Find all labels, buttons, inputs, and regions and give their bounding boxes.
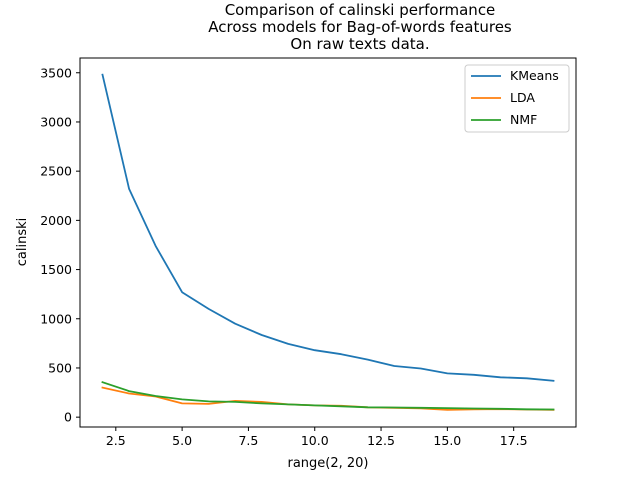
- x-tick-label: 17.5: [500, 433, 528, 448]
- plot-frame: [79, 57, 577, 428]
- title-line-1: Comparison of calinski performance: [225, 1, 496, 19]
- x-tick-label: 15.0: [433, 433, 461, 448]
- x-tick-label: 7.5: [238, 433, 258, 448]
- title-line-2: Across models for Bag-of-words features: [208, 18, 512, 36]
- y-tick-label: 0: [64, 410, 72, 425]
- series-line-kmeans: [101, 73, 555, 382]
- chart-title: Comparison of calinski performance Acros…: [208, 1, 512, 53]
- y-tick-label: 500: [48, 360, 72, 375]
- y-tick-label: 1000: [40, 311, 72, 326]
- legend-label-lda: LDA: [510, 90, 535, 105]
- legend: KMeans LDA NMF: [464, 64, 570, 133]
- y-tick-label: 3000: [40, 114, 72, 129]
- series-line-nmf: [101, 381, 555, 411]
- y-tick-label: 3500: [40, 65, 72, 80]
- legend-box: [464, 64, 570, 133]
- y-tick-label: 2500: [40, 164, 72, 179]
- y-tick-label: 1500: [40, 262, 72, 277]
- y-axis: 0 500 1000 1500 2000 2500 3000 3500: [40, 65, 80, 425]
- x-axis: 2.5 5.0 7.5 10.0 12.5 15.0 17.5: [106, 427, 528, 448]
- x-tick-label: 12.5: [367, 433, 395, 448]
- legend-label-kmeans: KMeans: [510, 68, 559, 83]
- x-axis-label: range(2, 20): [287, 456, 368, 471]
- x-tick-label: 5.0: [172, 433, 192, 448]
- y-axis-label: calinski: [15, 218, 30, 267]
- legend-label-nmf: NMF: [510, 112, 537, 127]
- x-tick-label: 10.0: [301, 433, 329, 448]
- y-tick-label: 2000: [40, 213, 72, 228]
- x-tick-label: 2.5: [106, 433, 126, 448]
- plot-area: [101, 73, 555, 411]
- title-line-3: On raw texts data.: [290, 35, 429, 53]
